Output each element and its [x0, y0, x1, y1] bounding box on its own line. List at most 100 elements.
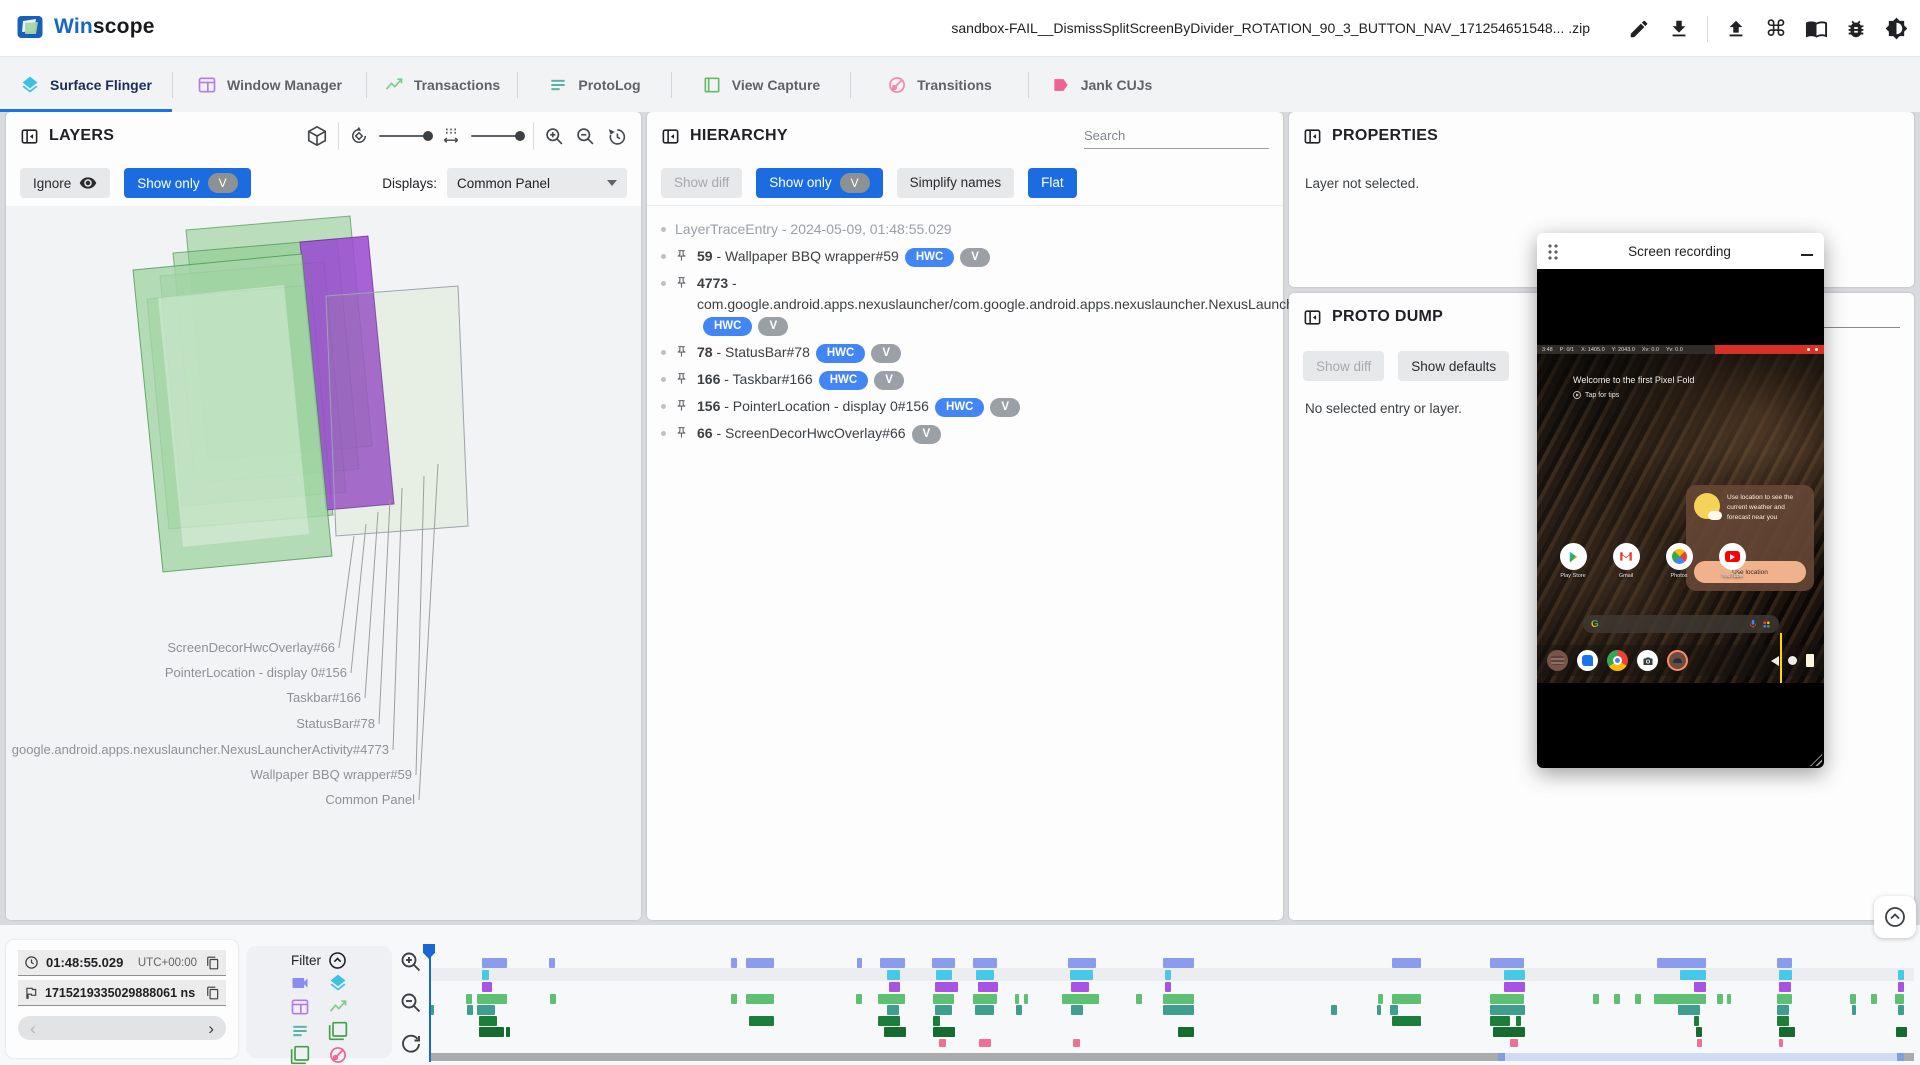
timeline-canvas[interactable] — [423, 944, 1914, 1062]
filter-circle-slash-icon[interactable] — [328, 1045, 348, 1065]
timeline-row-protolog[interactable] — [430, 1005, 1914, 1015]
view-capture-launcher-entry[interactable] — [1177, 1027, 1195, 1037]
protolog-entry[interactable] — [1016, 1005, 1023, 1015]
screen-recording-entry[interactable] — [1489, 958, 1524, 968]
protolog-entry[interactable] — [1777, 1005, 1790, 1015]
tab-protolog[interactable]: ProtoLog — [518, 57, 671, 112]
timeline-zoom-reset-button[interactable] — [399, 1032, 423, 1056]
nav-back-button[interactable] — [1771, 655, 1779, 666]
show-defaults-button[interactable]: Show defaults — [1398, 351, 1510, 381]
tree-node[interactable]: 156 - PointerLocation - display 0#156 HWC… — [661, 393, 1269, 420]
timeline-row-screen-recording[interactable] — [430, 958, 1914, 968]
screen-recording-entry[interactable] — [746, 958, 775, 968]
protolog-entry[interactable] — [477, 1005, 496, 1015]
pin-icon[interactable] — [675, 249, 688, 262]
surface-flinger-entry[interactable] — [481, 970, 490, 980]
view-capture-taskbar-entry[interactable] — [1516, 1016, 1521, 1026]
screen-recording-entry[interactable] — [1777, 958, 1793, 968]
hierarchy-search-input[interactable] — [1084, 123, 1269, 149]
protolog-entry[interactable] — [1163, 1005, 1195, 1015]
collapse-panel-icon[interactable] — [20, 127, 39, 146]
transactions-entry[interactable] — [1850, 994, 1857, 1004]
transactions-entry[interactable] — [1894, 994, 1904, 1004]
keyboard-shortcuts-icon[interactable]: ⌘ — [1765, 15, 1787, 41]
drag-handle-icon[interactable] — [1547, 242, 1559, 260]
transactions-entry[interactable] — [731, 994, 738, 1004]
filter-squares-icon[interactable] — [328, 1021, 348, 1041]
protolog-entry[interactable] — [1376, 1005, 1382, 1015]
protolog-entry[interactable] — [1678, 1005, 1701, 1015]
upload-icon[interactable] — [1724, 17, 1748, 41]
surface-flinger-entry[interactable] — [887, 970, 901, 980]
android-basket-icon[interactable] — [1547, 650, 1568, 671]
collapse-panel-icon[interactable] — [1303, 127, 1322, 146]
transactions-entry[interactable] — [1378, 994, 1383, 1004]
screen-recording-entry[interactable] — [879, 958, 905, 968]
filter-zigzag-icon[interactable] — [328, 997, 348, 1017]
view-capture-launcher-entry[interactable] — [1896, 1027, 1907, 1037]
use-location-button[interactable]: Use location — [1694, 561, 1806, 583]
transactions-entry[interactable] — [1635, 994, 1641, 1004]
nav-home-button[interactable] — [1788, 656, 1797, 665]
tab-transactions[interactable]: Transactions — [367, 57, 517, 112]
filter-window-icon[interactable] — [290, 997, 310, 1017]
view-capture-launcher-entry[interactable] — [933, 1027, 956, 1037]
screen-recording-titlebar[interactable]: Screen recording — [1537, 233, 1824, 269]
surface-flinger-entry[interactable] — [1069, 970, 1094, 980]
window-manager-entry[interactable] — [1071, 982, 1089, 992]
spacing-icon[interactable] — [441, 126, 461, 146]
window-manager-entry[interactable] — [1504, 982, 1526, 992]
transactions-entry[interactable] — [855, 994, 862, 1004]
view-capture-taskbar-entry[interactable] — [478, 1016, 497, 1026]
screen-recording-entry[interactable] — [731, 958, 738, 968]
pin-icon[interactable] — [675, 399, 688, 412]
screen-recording-entry[interactable] — [1391, 958, 1422, 968]
collapse-panel-icon[interactable] — [1303, 308, 1322, 327]
selection-handle-left[interactable] — [1498, 1053, 1506, 1061]
timeline-cursor[interactable] — [423, 944, 435, 1062]
protolog-entry[interactable] — [974, 1005, 994, 1015]
protolog-entry[interactable] — [430, 1005, 435, 1015]
dark-mode-icon[interactable] — [1884, 17, 1908, 41]
screen-recording-entry[interactable] — [548, 958, 555, 968]
timeline-scrollbar[interactable] — [430, 1053, 1914, 1061]
messages-icon[interactable] — [1577, 650, 1598, 671]
surface-flinger-entry[interactable] — [976, 970, 994, 980]
transitions-entry[interactable] — [1697, 1039, 1702, 1047]
reset-view-icon[interactable] — [606, 126, 627, 147]
window-manager-entry[interactable] — [1778, 982, 1791, 992]
spacing-slider[interactable] — [471, 131, 525, 141]
transactions-entry[interactable] — [1391, 994, 1422, 1004]
surface-flinger-entry[interactable] — [1897, 970, 1904, 980]
spacing-slider-knob[interactable] — [515, 131, 525, 141]
app-photos[interactable]: Photos — [1659, 543, 1699, 579]
window-manager-entry[interactable] — [1897, 982, 1904, 992]
window-manager-entry[interactable] — [888, 982, 901, 992]
timeline-row-transactions[interactable] — [430, 994, 1914, 1004]
transactions-entry[interactable] — [746, 994, 775, 1004]
window-manager-entry[interactable] — [481, 982, 493, 992]
screen-recording-window[interactable]: Screen recording 3:48 P: 0/1 X: 1405.0 Y: 2… — [1537, 233, 1824, 768]
tab-surface-flinger[interactable]: Surface Flinger — [0, 57, 172, 112]
screen-recording-entry[interactable] — [931, 958, 956, 968]
transactions-entry[interactable] — [1777, 994, 1793, 1004]
view-capture-taskbar-entry[interactable] — [1777, 1016, 1790, 1026]
protolog-entry[interactable] — [467, 1005, 474, 1015]
tab-view-capture[interactable]: View Capture — [672, 57, 850, 112]
transactions-entry[interactable] — [933, 994, 954, 1004]
flat-button[interactable]: Flat — [1028, 167, 1077, 198]
transactions-entry[interactable] — [1654, 994, 1707, 1004]
window-manager-entry[interactable] — [1694, 982, 1707, 992]
timeline-row-transitions[interactable] — [430, 1039, 1914, 1047]
ignore-button[interactable]: Ignore — [20, 168, 111, 198]
minimize-button[interactable] — [1800, 244, 1814, 258]
window-manager-entry[interactable] — [1164, 982, 1171, 992]
transactions-entry[interactable] — [1062, 994, 1100, 1004]
tree-node[interactable]: 66 - ScreenDecorHwcOverlay#66 V — [661, 420, 1269, 447]
pin-icon[interactable] — [675, 372, 688, 385]
surface-flinger-entry[interactable] — [1164, 970, 1171, 980]
protolog-entry[interactable] — [1897, 1005, 1904, 1015]
timeline-row-surface-flinger[interactable] — [430, 970, 1914, 980]
protolog-entry[interactable] — [1071, 1005, 1083, 1015]
transactions-entry[interactable] — [1716, 994, 1723, 1004]
